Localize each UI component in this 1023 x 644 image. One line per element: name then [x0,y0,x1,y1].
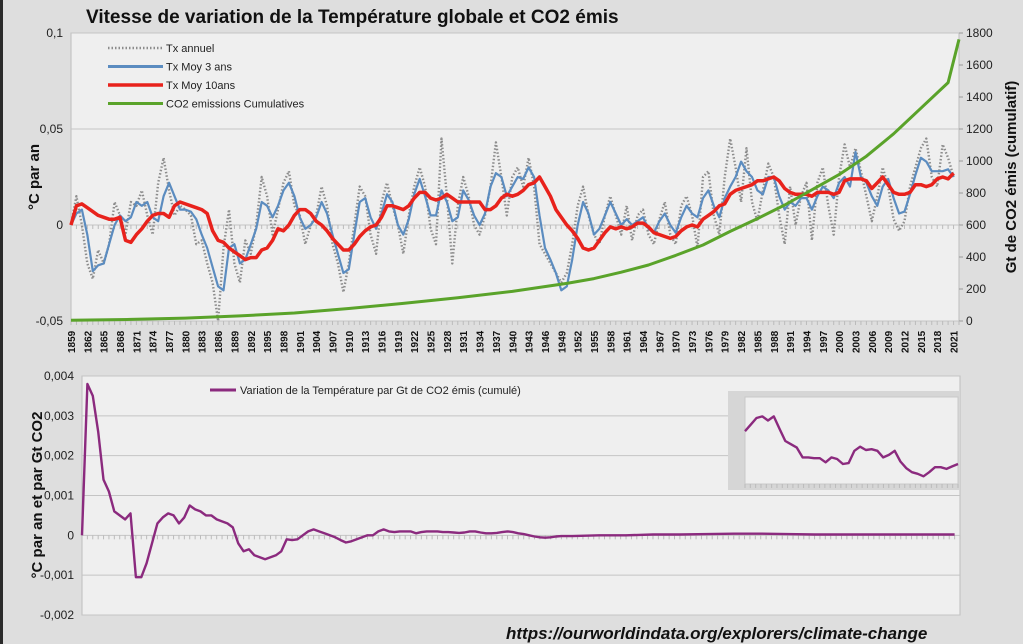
inset-series-line [744,415,959,478]
inset-chart [728,391,960,490]
bottom-y-tick-label: -0,002 [40,608,74,622]
top-x-tick-label: 1907 [328,330,339,353]
top-x-tick-label: 2018 [933,330,944,353]
top-x-tick-label: 1979 [721,330,732,353]
legend-label: Variation de la Température par Gt de CO… [240,385,521,397]
top-x-tick-label: 1892 [247,330,258,353]
top-x-tick-label: 2009 [884,330,895,353]
top-y-axis-title: °C par an [26,144,43,210]
bottom-y-axis-title: °C par an et par Gt CO2 [29,412,46,579]
bottom-y-tick-label: -0,001 [40,568,74,582]
top-x-tick-label: 1904 [312,330,323,353]
top-x-tick-label: 1991 [786,330,797,353]
top-x-tick-label: 1919 [394,330,405,353]
top-x-tick-label: 1874 [149,330,160,353]
top-x-tick-label: 1931 [459,330,470,353]
top-y2-tick-label: 1800 [966,26,993,40]
top-x-tick-label: 1928 [443,330,454,353]
bottom-y-tick-label: 0,001 [44,489,74,503]
top-y-tick-label: 0,1 [46,26,63,40]
bottom-y-tick-label: 0,002 [44,449,74,463]
inset-plot-area [744,396,959,485]
series-line-tx-moy-3-ans [70,150,955,292]
top-x-tick-label: 1922 [410,330,421,353]
top-legend: Tx annuel Tx Moy 3 ans Tx Moy 10ans CO2 emi… [108,43,305,111]
top-y-tick-label: 0,05 [40,122,64,136]
top-x-tick-label: 1925 [427,330,438,353]
top-y2-tick-label: 1200 [966,122,993,136]
legend-label: Tx Moy 3 ans [166,62,233,74]
bottom-legend: Variation de la Température par Gt de CO… [210,385,521,397]
top-x-tick-label: 1952 [574,330,585,353]
top-x-tick-label: 1988 [770,330,781,353]
top-y2-tick-label: 200 [966,282,986,296]
top-x-tick-label: 1901 [296,330,307,353]
top-x-tick-label: 2003 [851,330,862,353]
top-x-tick-label: 1916 [378,330,389,353]
top-x-tick-label: 1868 [116,330,127,353]
top-x-tick-label: 1970 [672,330,683,353]
top-x-tick-label: 1886 [214,330,225,353]
top-plot-area [70,32,960,322]
top-x-tick-label: 1967 [655,330,666,353]
top-x-tick-label: 1997 [819,330,830,353]
top-x-tick-label: 1994 [802,330,813,353]
top-y2-tick-label: 400 [966,250,986,264]
top-x-tick-label: 1961 [623,330,634,353]
legend-label: Tx annuel [166,43,214,55]
top-x-tick-label: 2012 [901,330,912,353]
top-y-tick-label: -0,05 [36,314,64,328]
top-y2-tick-label: 800 [966,186,986,200]
bottom-y-tick-label: 0,003 [44,409,74,423]
top-y2-tick-label: 1400 [966,90,993,104]
top-x-tick-label: 2021 [950,330,961,353]
top-x-tick-label: 2006 [868,330,879,353]
top-x-tick-label: 1943 [525,330,536,353]
top-y2-tick-label: 600 [966,218,986,232]
top-x-tick-label: 1910 [345,330,356,353]
top-x-tick-label: 1955 [590,330,601,353]
series-line-tx-annuel [69,137,955,323]
top-y2-tick-label: 0 [966,314,973,328]
top-x-tick-label: 1964 [639,330,650,353]
top-x-tick-label: 1934 [476,330,487,353]
top-x-tick-label: 1859 [67,330,78,353]
top-x-tick-label: 2015 [917,330,928,353]
bottom-y-tick-label: 0 [67,528,74,542]
top-y2-axis-title: Gt de CO2 émis (cumulatif) [1003,81,1020,274]
top-x-tick-label: 2000 [835,330,846,353]
top-x-tick-label: 1982 [737,330,748,353]
top-x-tick-label: 1940 [508,330,519,353]
top-x-tick-label: 1883 [198,330,209,353]
top-y2-tick-label: 1000 [966,154,993,168]
top-x-tick-label: 1871 [132,330,143,353]
top-y-tick-label: 0 [56,218,63,232]
chart-title: Vitesse de variation de la Température g… [86,7,619,28]
top-x-tick-label: 1973 [688,330,699,353]
top-x-tick-label: 1946 [541,330,552,353]
top-x-tick-label: 1976 [704,330,715,353]
legend-label: CO2 emissions Cumulatives [166,99,305,111]
top-x-tick-label: 1877 [165,330,176,353]
top-x-tick-label: 1895 [263,330,274,353]
top-x-tick-label: 1913 [361,330,372,353]
top-x-tick-label: 1949 [557,330,568,353]
source-url[interactable]: https://ourworldindata.org/explorers/cli… [506,624,928,643]
series-line-co2-emissions-cumulatives [70,39,961,322]
top-x-tick-label: 1898 [279,330,290,353]
top-x-tick-label: 1985 [753,330,764,353]
window-left-border [0,0,3,644]
top-x-tick-label: 1889 [230,330,241,353]
series-line-temperature-per-gt-co2 [80,382,955,579]
top-y2-tick-label: 1600 [966,58,993,72]
top-x-tick-label: 1937 [492,330,503,353]
top-x-tick-label: 1958 [606,330,617,353]
top-x-tick-label: 1862 [83,330,94,353]
top-x-tick-label: 1880 [181,330,192,353]
bottom-y-tick-label: 0,004 [44,369,74,383]
legend-label: Tx Moy 10ans [166,80,236,92]
top-x-tick-label: 1865 [100,330,111,353]
